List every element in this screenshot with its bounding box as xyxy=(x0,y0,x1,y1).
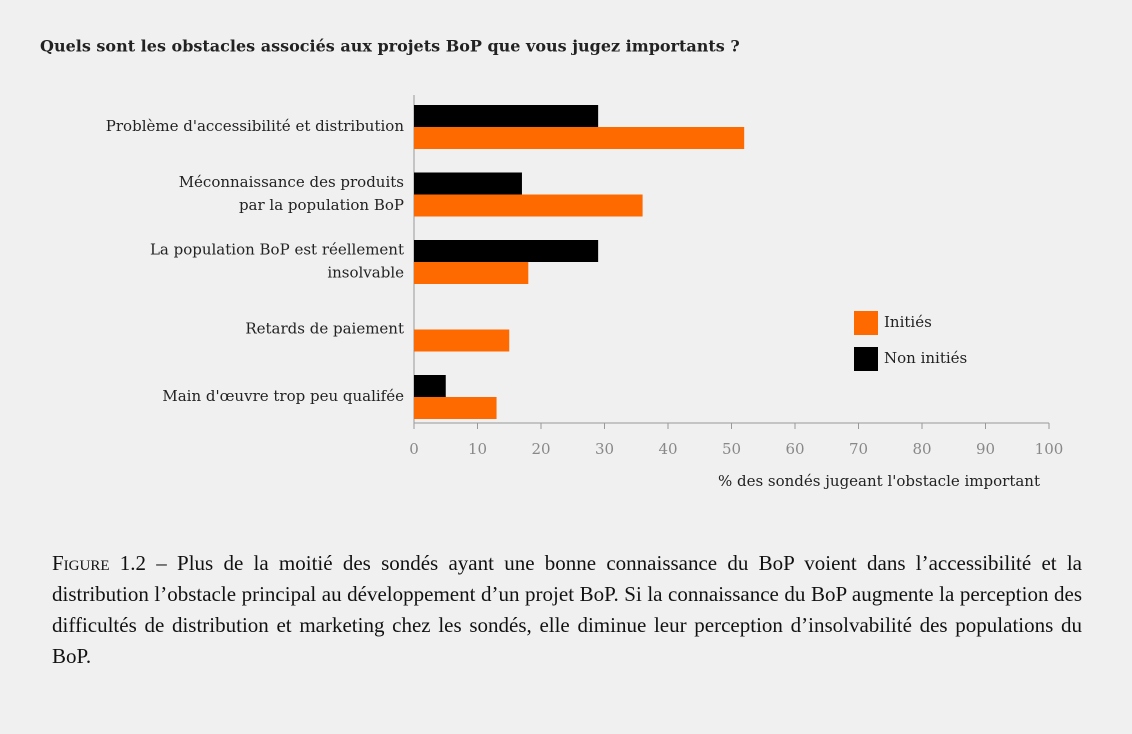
x-tick-label: 60 xyxy=(785,440,804,458)
label-line: insolvable xyxy=(327,264,404,282)
legend-swatch xyxy=(854,311,878,335)
label-line: Retards de paiement xyxy=(245,320,404,338)
x-tick-label: 100 xyxy=(1035,440,1064,458)
bar xyxy=(414,240,599,262)
legend-swatch xyxy=(854,347,878,371)
y-tick-label: La population BoP est réellement insolvab… xyxy=(150,241,404,282)
y-tick-label: Retards de paiement xyxy=(245,320,404,338)
label-line: La population BoP est réellement xyxy=(150,241,404,259)
x-tick-label: 20 xyxy=(531,440,550,458)
y-tick-label: Main d'œuvre trop peu qualifée xyxy=(162,387,404,405)
bar xyxy=(414,127,745,149)
bar xyxy=(414,262,529,284)
caption-text: – Plus de la moitié des sondés ayant une… xyxy=(52,551,1083,668)
label-line: Problème d'accessibilité et distribution xyxy=(106,117,405,135)
x-tick-label: 40 xyxy=(658,440,677,458)
x-tick-label: 0 xyxy=(409,440,419,458)
chart-title: Quels sont les obstacles associés aux pr… xyxy=(40,37,740,56)
bar xyxy=(414,105,599,127)
label-line: par la population BoP xyxy=(239,196,404,214)
caption: Figure 1.2 – Plus de la moitié des sondé… xyxy=(52,548,1082,672)
label-line: Méconnaissance des produits xyxy=(179,173,404,191)
x-axis-label: % des sondés jugeant l'obstacle importan… xyxy=(718,472,1040,490)
x-tick-label: 50 xyxy=(722,440,741,458)
bar xyxy=(414,329,510,352)
x-tick-label: 90 xyxy=(976,440,995,458)
x-tick-label: 30 xyxy=(595,440,614,458)
bar xyxy=(414,397,497,419)
bar xyxy=(414,172,522,195)
bar xyxy=(414,194,643,217)
chart: Quels sont les obstacles associés aux pr… xyxy=(40,37,1064,491)
bar xyxy=(414,375,446,397)
label-line: Main d'œuvre trop peu qualifée xyxy=(162,387,404,405)
y-tick-label: Problème d'accessibilité et distribution xyxy=(106,117,405,135)
x-tick-label: 10 xyxy=(468,440,487,458)
caption-label: Figure 1.2 xyxy=(52,551,147,575)
x-tick-label: 80 xyxy=(912,440,931,458)
legend-label: Non initiés xyxy=(884,349,967,367)
y-tick-label: Méconnaissance des produits par la popula… xyxy=(179,173,404,214)
x-tick-label: 70 xyxy=(849,440,868,458)
legend-label: Initiés xyxy=(884,313,932,331)
